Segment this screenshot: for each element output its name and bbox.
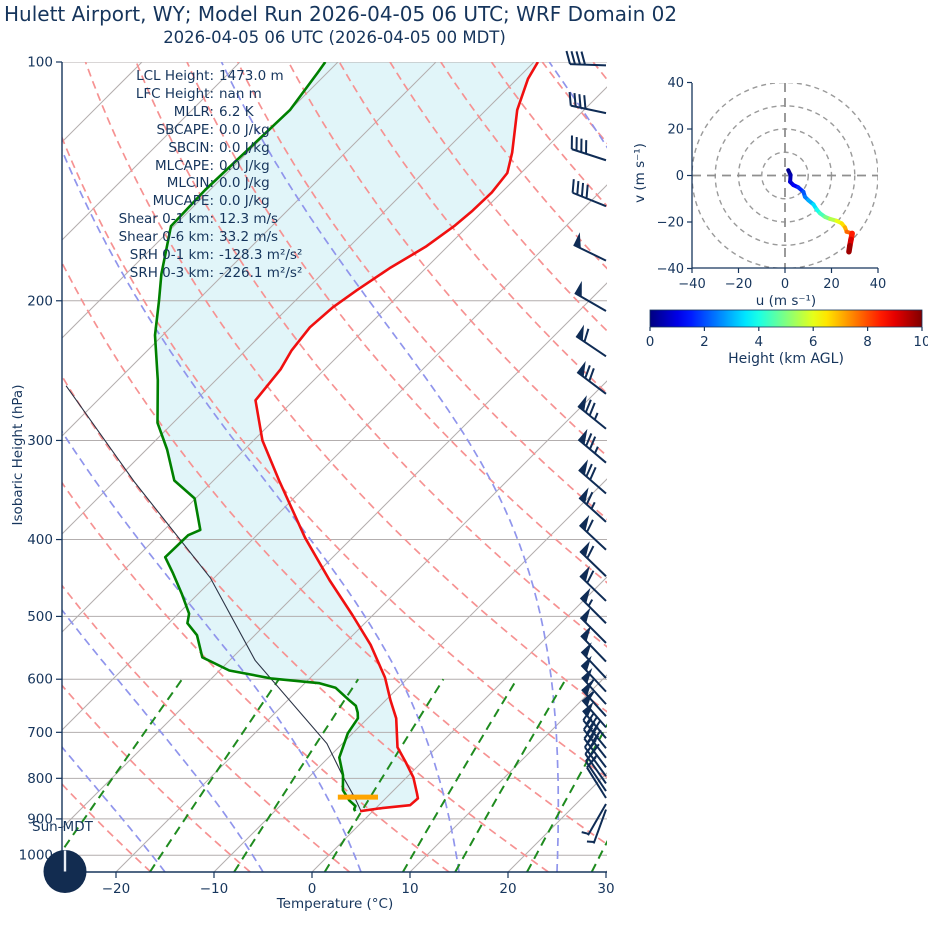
sun-position-dial [43,850,87,893]
svg-text:700: 700 [27,725,53,741]
svg-text:40: 40 [870,277,887,292]
svg-text:20: 20 [823,277,840,292]
index-label: SRH 0-3 km: [129,264,214,281]
mixing-ratio-lines [62,678,607,872]
index-label: SBCAPE: [156,121,214,138]
svg-text:−10: −10 [200,881,229,897]
sounding-index-row: SRH 0-3 km: -226.1 m²/s² [62,264,303,283]
svg-text:200: 200 [27,293,53,309]
svg-text:300: 300 [27,433,53,449]
dewpoint-curve [153,62,360,812]
svg-text:40: 40 [667,76,684,91]
svg-text:20: 20 [499,881,516,897]
sounding-index-row: LFC Height: nan m [62,86,302,104]
dry-adiabats [62,62,607,872]
svg-text:−20: −20 [102,881,131,897]
svg-text:−40: −40 [657,262,684,277]
valid-time-subtitle: 2026-04-05 06 UTC (2026-04-05 00 MDT) [163,28,506,47]
svg-text:500: 500 [27,609,53,625]
svg-text:−20: −20 [725,277,752,292]
sounding-index-row: SBCIN: 0.0 J/kg [62,140,302,158]
svg-text:0: 0 [308,881,317,897]
index-value: 0.0 J/kg [219,175,270,192]
index-value: 12.3 m/s [219,211,279,228]
svg-text:0: 0 [676,169,684,184]
hodograph-trace [786,168,855,255]
index-label: MLCAPE: [154,157,214,174]
sun-dial-label: Sun-MDT [32,819,93,835]
hodograph-y-axis-label: v (m s⁻¹) [632,143,648,203]
wind-barbs [565,50,607,844]
sounding-index-row: Shear 0-1 km: 12.3 m/s [62,211,302,229]
hodograph-axes: −40 −20 0 20 40 −40 −20 0 20 40 [657,76,887,292]
sounding-index-row: LCL Height: 1473.0 m [62,68,302,86]
sounding-indices-block: LCL Height: 1473.0 m LFC Height: nan m MLLR:… [62,68,303,283]
temperature-curve [254,62,540,813]
svg-text:6: 6 [809,334,818,350]
index-value: 0.0 J/kg [219,157,270,174]
svg-text:10: 10 [913,334,928,350]
sounding-index-row: MLCIN: 0.0 J/kg [62,175,302,193]
index-label: SBCIN: [168,139,214,156]
hodograph-plot-area [692,83,878,268]
svg-text:0: 0 [646,334,655,350]
parcel-profile-line [65,385,362,812]
index-value: 0.0 J/kg [219,139,270,156]
skewt-plot-area [62,62,607,872]
svg-text:−40: −40 [678,277,705,292]
sounding-index-row: SRH 0-1 km: -128.3 m²/s² [62,247,303,265]
svg-text:400: 400 [27,532,53,548]
moist-adiabats [62,62,607,872]
sounding-index-row: SBCAPE: 0.0 J/kg [62,122,302,140]
index-value: 33.2 m/s [219,229,279,246]
index-value: 0.0 J/kg [219,193,270,210]
svg-text:0: 0 [781,277,789,292]
svg-text:20: 20 [667,123,684,138]
skewt-axes: 100 200 300 400 500 600 700 800 900 1000 −20 −10 0 10… [19,55,615,898]
svg-text:900: 900 [27,811,53,827]
index-label: LCL Height: [136,68,214,84]
index-label: MLCIN: [166,175,214,192]
index-label: LFC Height: [135,85,214,102]
svg-text:10: 10 [401,881,418,897]
index-label: MLLR: [173,103,214,120]
svg-text:600: 600 [27,672,53,688]
svg-text:1000: 1000 [19,848,53,864]
index-value: 1473.0 m [219,68,284,84]
index-label: Shear 0-6 km: [118,229,214,246]
index-label: SRH 0-1 km: [129,247,214,264]
page-title: Hulett Airport, WY; Model Run 2026-04-05… [4,2,678,26]
svg-text:4: 4 [755,334,764,350]
isotherm-gridlines [62,62,607,872]
svg-text:8: 8 [863,334,872,350]
index-label: MUCAPE: [152,193,214,210]
index-label: Shear 0-1 km: [118,211,214,228]
index-value: nan m [219,85,262,102]
skewt-x-axis-label: Temperature (°C) [276,896,394,912]
height-colorbar: 0 2 4 6 8 10 [646,309,928,350]
svg-text:30: 30 [597,881,614,897]
skewt-y-axis-label: Isobaric Height (hPa) [10,384,26,526]
index-value: -226.1 m²/s² [219,264,303,281]
svg-text:100: 100 [27,55,53,71]
index-value: 6.2 K [219,103,254,120]
sounding-index-row: MLLR: 6.2 K [62,104,302,122]
svg-text:−20: −20 [657,216,684,231]
svg-text:800: 800 [27,771,53,787]
sounding-index-row: MLCAPE: 0.0 J/kg [62,158,302,176]
isobar-gridlines [62,62,607,856]
index-value: 0.0 J/kg [219,121,270,138]
colorbar-label: Height (km AGL) [728,351,844,367]
sounding-index-row: MUCAPE: 0.0 J/kg [62,193,302,211]
svg-text:2: 2 [700,334,709,350]
sounding-index-row: Shear 0-6 km: 33.2 m/s [62,229,302,247]
dewpoint-depression-shading [155,62,538,812]
hodograph-x-axis-label: u (m s⁻¹) [755,293,817,309]
index-value: -128.3 m²/s² [219,247,303,264]
